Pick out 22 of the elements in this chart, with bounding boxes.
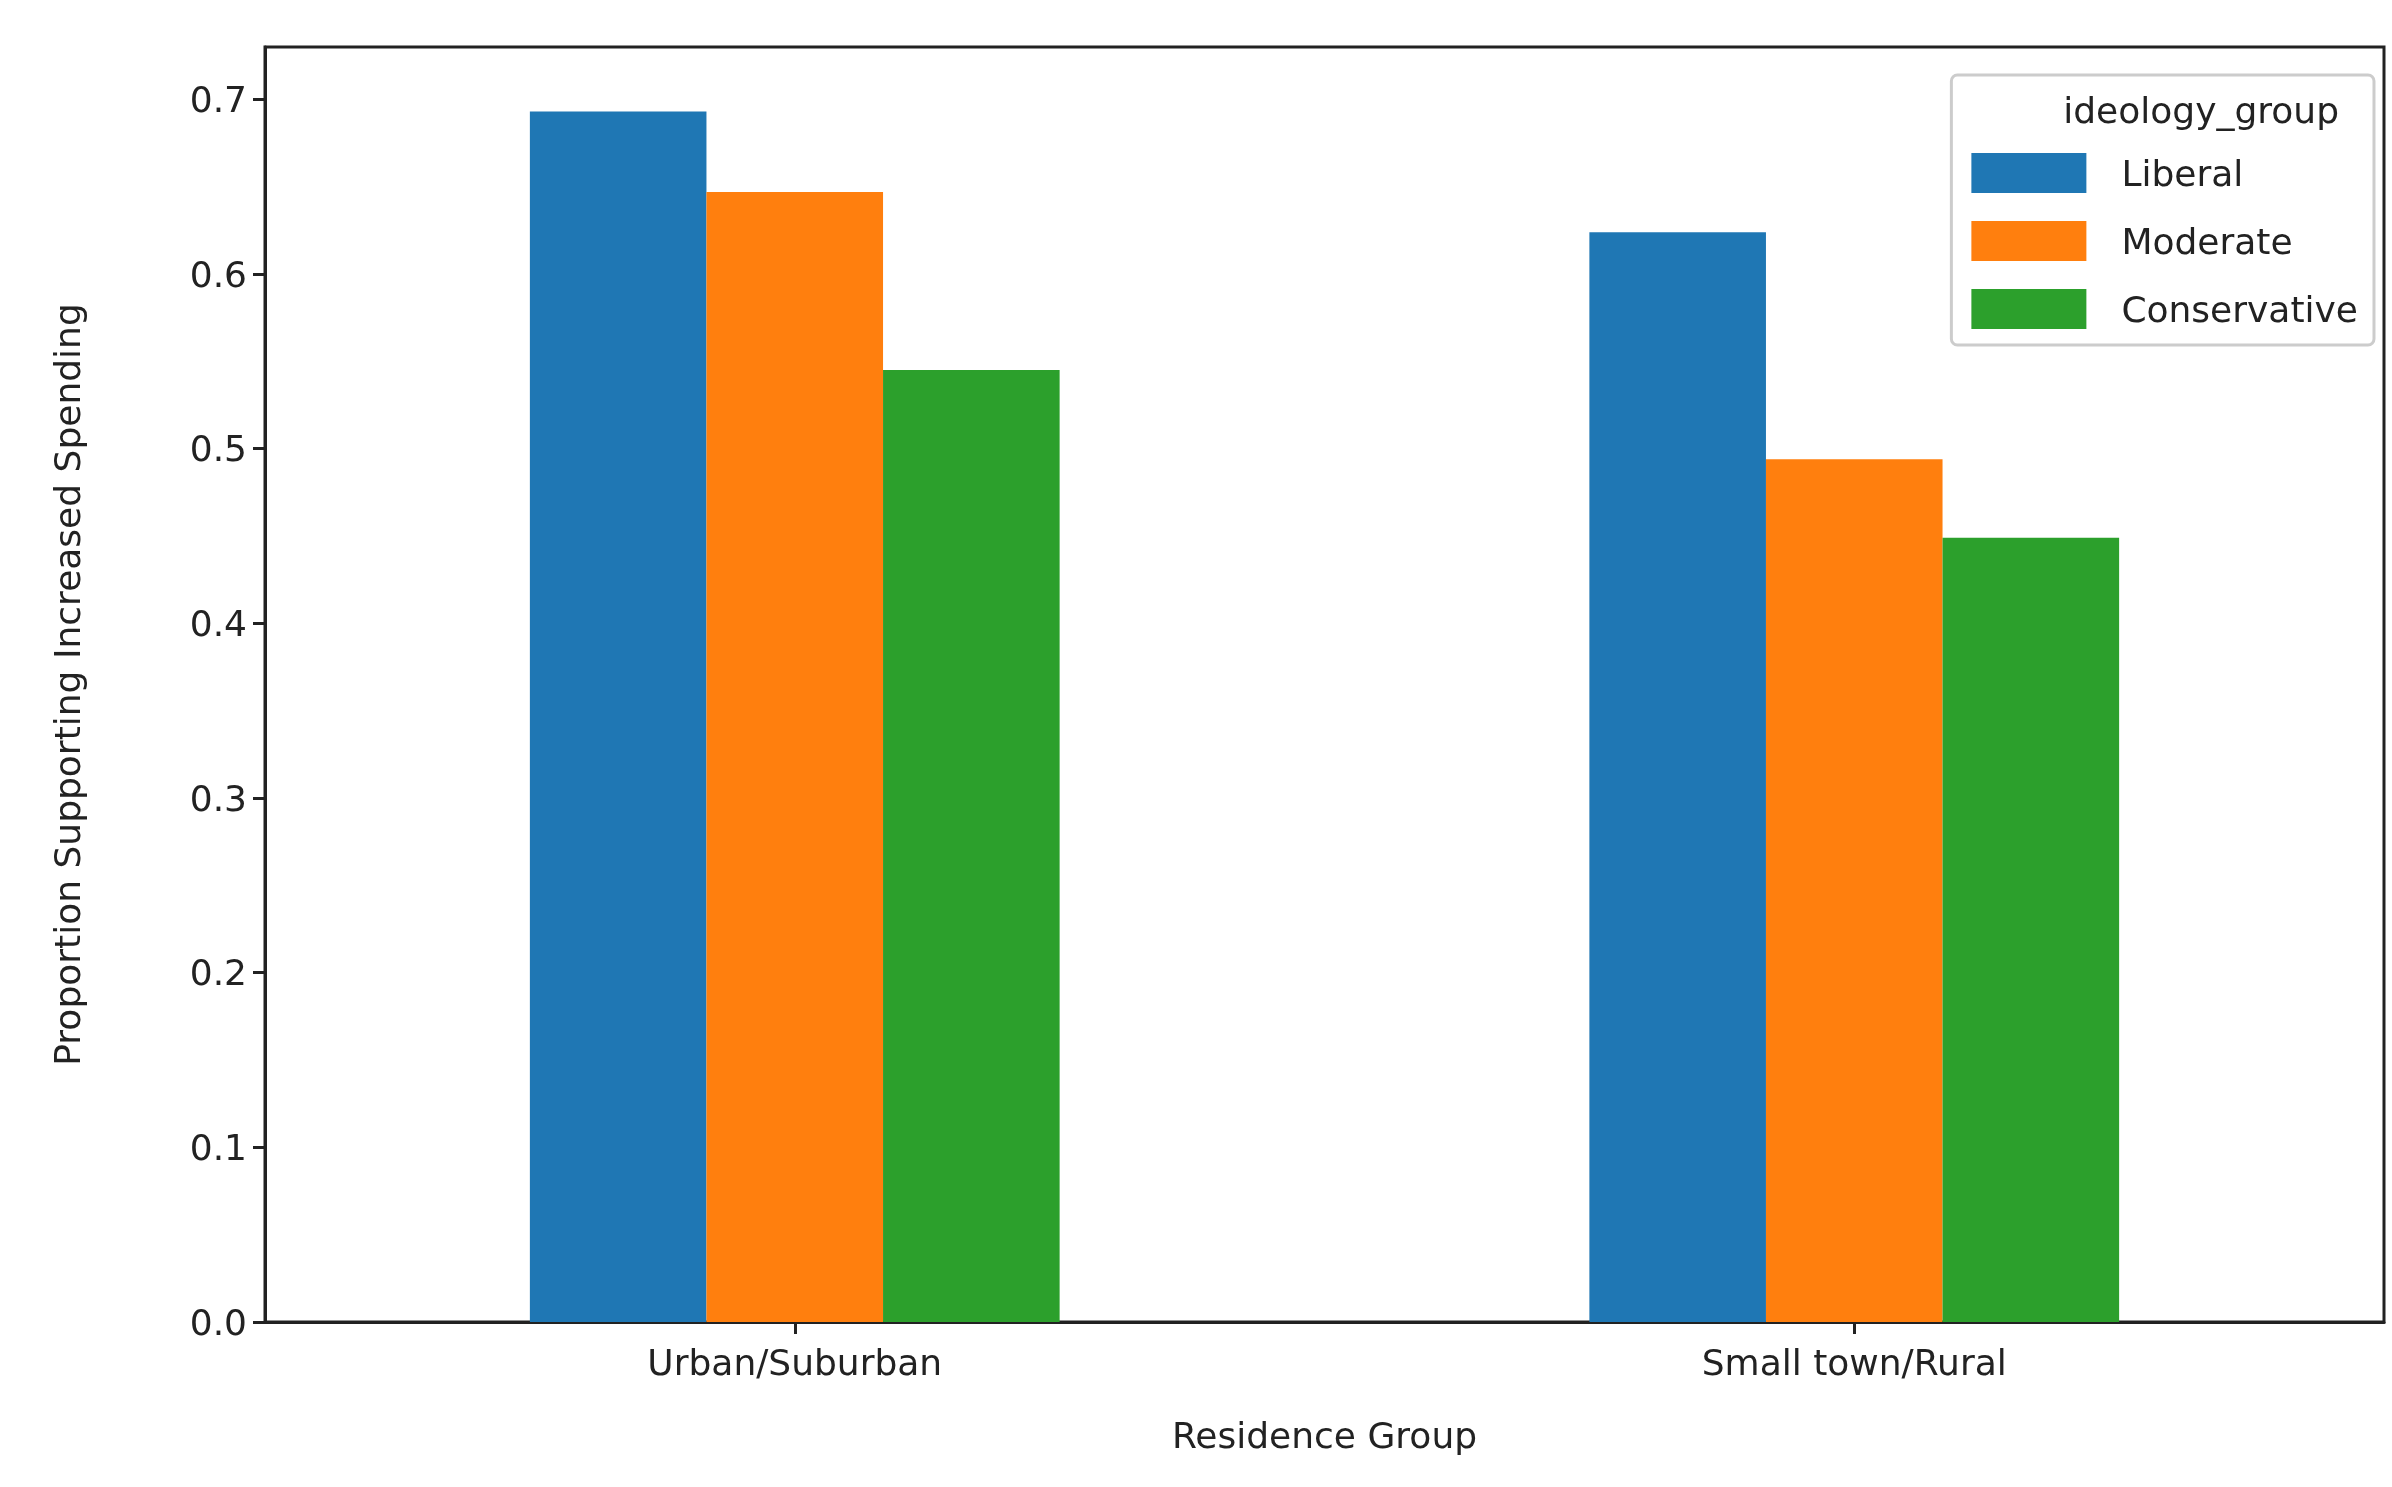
legend-title: ideology_group <box>2063 89 2339 131</box>
y-tick-label: 0.4 <box>189 602 247 644</box>
legend-label: Moderate <box>2121 220 2293 262</box>
y-tick-label: 0.3 <box>189 777 247 819</box>
y-axis-title: Proportion Supporting Increased Spending <box>46 303 88 1066</box>
y-tick-label: 0.2 <box>189 952 247 994</box>
y-tick-label: 0.0 <box>189 1301 247 1343</box>
x-tick-label: Small town/Rural <box>1701 1341 2007 1383</box>
bar <box>883 370 1060 1322</box>
bar <box>529 111 707 1322</box>
y-tick-label: 0.5 <box>189 428 247 470</box>
bar <box>1765 459 1943 1322</box>
legend-label: Liberal <box>2121 152 2244 194</box>
bar <box>1942 537 2120 1322</box>
y-tick-label: 0.6 <box>189 253 247 295</box>
bar <box>1589 232 1766 1322</box>
x-tick-label: Urban/Suburban <box>647 1341 943 1383</box>
y-tick-label: 0.7 <box>189 78 247 120</box>
y-tick-label: 0.1 <box>189 1126 247 1168</box>
bar <box>706 191 884 1322</box>
x-axis-title: Residence Group <box>1171 1414 1478 1456</box>
legend-label: Conservative <box>2121 288 2359 330</box>
